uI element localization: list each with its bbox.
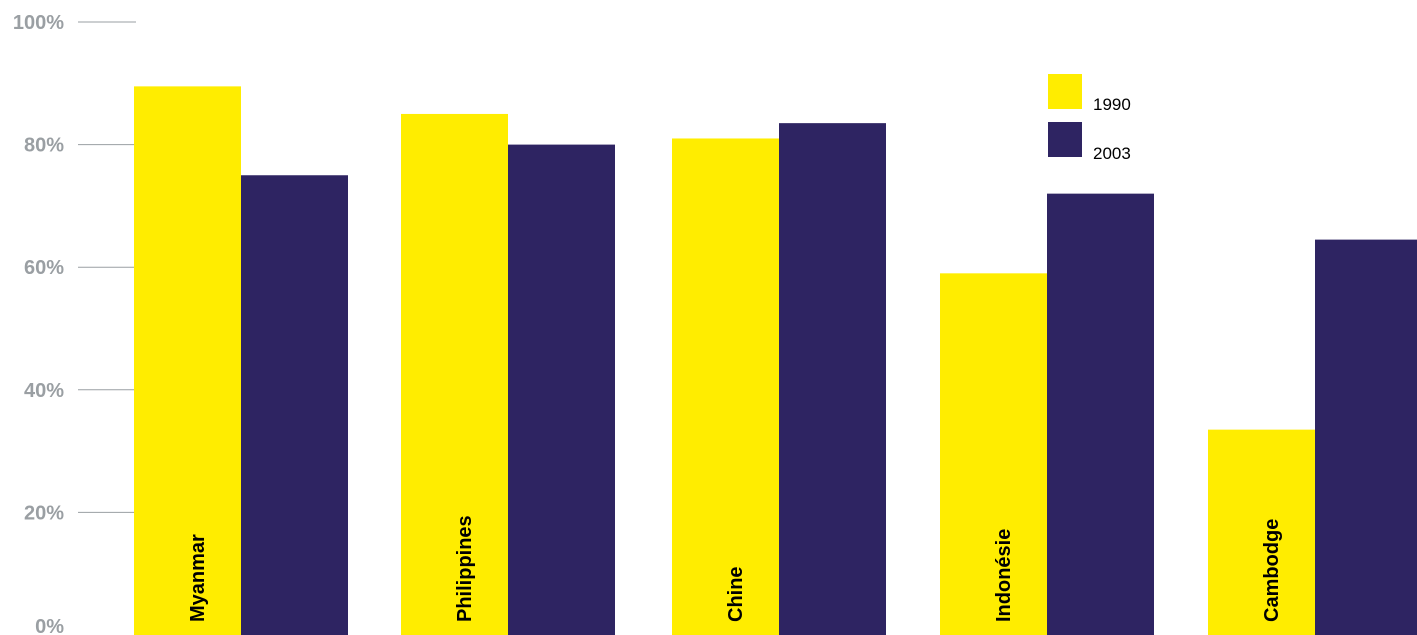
category-label: Myanmar <box>187 534 209 622</box>
bar-indonésie-1990 <box>940 273 1047 635</box>
y-tick-label: 100% <box>13 12 64 34</box>
y-tick-label: 0% <box>35 616 64 635</box>
legend-swatch-1990 <box>1048 74 1082 109</box>
bar-chine-1990 <box>672 138 779 635</box>
legend: 1990 2003 <box>1048 74 1131 163</box>
legend-swatch-2003 <box>1048 122 1082 157</box>
category-labels: Myanmar Philippines Chine Indonésie Cambodge <box>187 515 1283 622</box>
category-label: Indonésie <box>993 529 1015 622</box>
y-tick-label: 40% <box>24 380 64 402</box>
y-tick-label: 20% <box>24 502 64 524</box>
bars <box>134 86 1417 635</box>
category-label: Cambodge <box>1261 519 1283 622</box>
bar-chine-2003 <box>779 123 886 635</box>
bar-cambodge-1990 <box>1208 429 1315 635</box>
category-label: Chine <box>725 566 747 622</box>
y-axis: 0% 20% 40% 60% 80% 100% <box>13 12 136 635</box>
category-label: Philippines <box>454 515 476 622</box>
bar-philippines-1990 <box>401 113 508 635</box>
bar-indonésie-2003 <box>1047 193 1154 635</box>
y-tick-label: 60% <box>24 257 64 279</box>
bar-myanmar-2003 <box>241 175 348 635</box>
legend-label-1990: 1990 <box>1093 95 1131 114</box>
bar-cambodge-2003 <box>1315 239 1417 635</box>
bar-myanmar-1990 <box>134 86 241 635</box>
legend-label-2003: 2003 <box>1093 144 1131 163</box>
bar-philippines-2003 <box>508 144 615 635</box>
y-tick-label: 80% <box>24 135 64 157</box>
